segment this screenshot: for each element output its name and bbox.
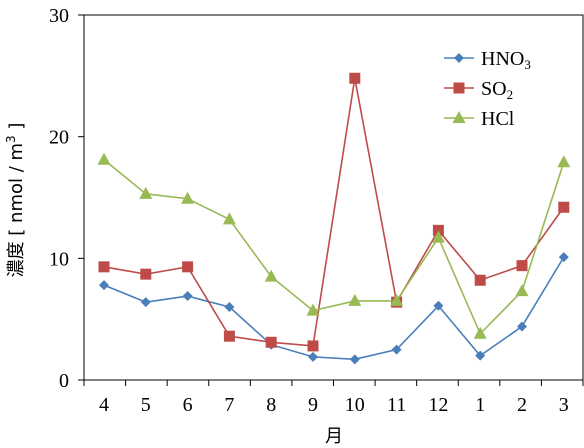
y-tick-label: 0 [59,370,69,392]
data-point [99,280,109,291]
data-point [431,230,445,243]
legend: HNO3 SO2 HCl [444,48,531,130]
data-point [182,291,193,302]
x-tick-label: 10 [345,394,365,416]
series-line [103,256,565,361]
legend-marker [452,111,466,123]
data-point [223,330,235,342]
data-point [139,186,153,199]
data-point [349,72,361,84]
data-point [308,351,318,362]
data-point [391,344,402,355]
x-tick-label: 4 [99,394,109,416]
y-ticks: 0 10 20 30 [49,5,84,392]
x-tick-label: 1 [475,394,485,416]
data-point [98,261,110,273]
x-axis-title: 月 [325,426,343,447]
data-point [306,303,320,316]
data-point [265,336,277,348]
x-ticks: 4 5 6 7 8 9 10 11 12 1 2 3 [83,380,584,416]
y-tick-label: 10 [49,248,69,270]
legend-item-so2: SO2 [444,78,513,102]
data-point [181,191,195,204]
legend-marker [453,82,465,94]
legend-label: HCl [481,108,515,130]
y-axis-title: 濃度 [ nmol / m3 ] [4,123,27,278]
data-point [473,326,487,339]
x-tick-label: 12 [428,394,448,416]
x-tick-label: 11 [387,394,406,416]
x-tick-label: 9 [308,394,318,416]
y-tick-label: 30 [49,5,69,27]
data-point [140,297,151,308]
data-point [432,224,444,236]
data-point [97,152,111,165]
data-point [433,300,444,311]
data-point [224,302,235,312]
series-hno3 [99,252,569,365]
data-point [557,155,571,168]
legend-label: SO2 [481,78,513,102]
series-line [103,78,565,347]
data-point [140,268,152,280]
data-point [517,321,527,332]
data-point [516,260,528,272]
series-line [103,159,565,336]
legend-item-hcl: HCl [444,108,515,130]
data-point [182,261,194,273]
x-tick-label: 8 [266,394,276,416]
legend-marker [454,53,464,63]
series-group [97,72,571,365]
data-point [558,252,569,263]
data-point [558,201,570,213]
x-tick-label: 5 [141,394,151,416]
data-point [349,354,360,365]
y-tick-label: 20 [49,127,69,149]
x-tick-label: 3 [559,394,569,416]
data-point [475,350,486,361]
x-tick-label: 7 [224,394,234,416]
data-point [474,274,486,286]
data-point [264,269,278,282]
data-point [348,293,362,306]
series-hcl [97,152,571,339]
data-point [390,293,404,306]
x-tick-label: 2 [517,394,527,416]
data-point [307,340,319,352]
data-point [222,212,236,225]
x-tick-label: 6 [183,394,193,416]
legend-item-hno3: HNO3 [444,48,531,72]
data-point [515,284,529,297]
legend-label: HNO3 [481,48,531,72]
